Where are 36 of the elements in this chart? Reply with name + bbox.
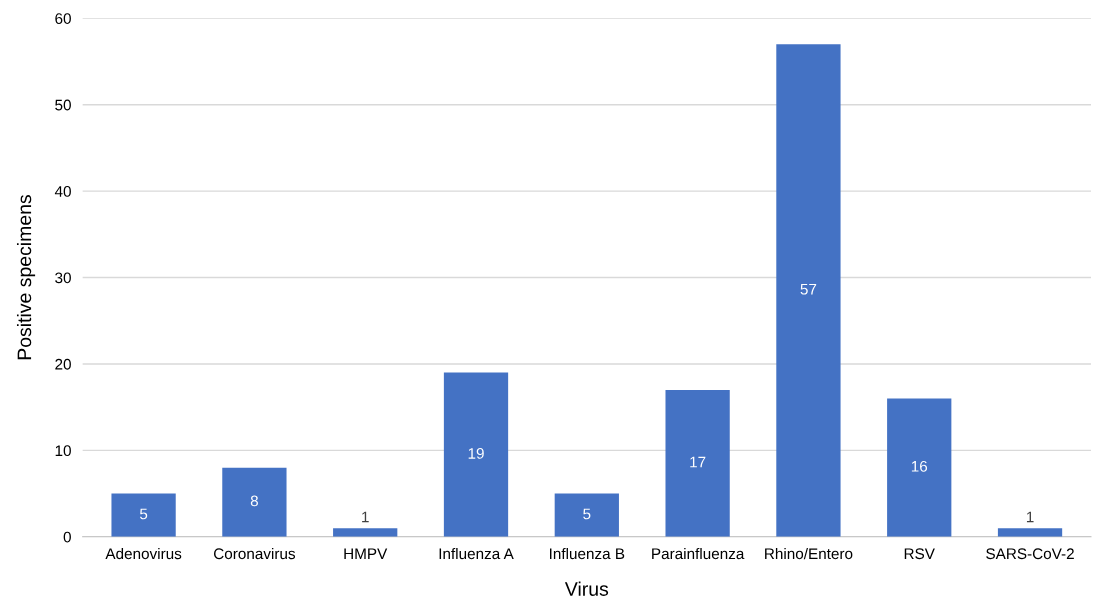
x-tick-label: Parainfluenza: [652, 547, 745, 560]
x-tick-label: SARS-CoV-2: [986, 548, 1074, 560]
x-tick-label: Influenza A: [439, 547, 514, 560]
data-label: 17: [690, 456, 706, 468]
y-axis-title: Positive specimens: [16, 195, 36, 360]
y-tick-label: 20: [55, 358, 71, 370]
data-label: 8: [250, 495, 258, 507]
x-tick-label: HMPV: [344, 548, 388, 559]
y-tick-label: 40: [54, 186, 71, 197]
data-label: 1: [1026, 511, 1034, 523]
data-label: 5: [583, 508, 591, 520]
y-tick-label: 0: [63, 531, 71, 543]
data-label: 5: [139, 508, 148, 520]
y-tick-label: 10: [55, 445, 71, 457]
x-axis-title: Virus: [564, 581, 609, 596]
data-label: 57: [800, 283, 817, 295]
x-tick-label: Influenza B: [550, 547, 625, 560]
bar: [554, 493, 619, 537]
y-tick-label: 30: [55, 272, 71, 284]
bar: [997, 528, 1063, 537]
y-tick-label: 60: [55, 13, 71, 24]
bar: [111, 493, 176, 537]
x-tick-label: Rhino/Entero: [765, 547, 853, 560]
data-label: 16: [911, 460, 928, 472]
data-label: 1: [362, 511, 369, 523]
bar: [222, 467, 287, 537]
bar: [443, 372, 509, 537]
x-tick-label: Coronavirus: [213, 547, 296, 560]
y-tick-label: 50: [55, 99, 71, 111]
bar: [887, 398, 952, 537]
x-tick-label: RSV: [904, 548, 935, 560]
data-label: 19: [468, 447, 484, 459]
bar: [776, 44, 841, 537]
bar: [665, 389, 730, 537]
x-tick-label: Adenovirus: [105, 547, 182, 560]
bar: [333, 528, 398, 537]
